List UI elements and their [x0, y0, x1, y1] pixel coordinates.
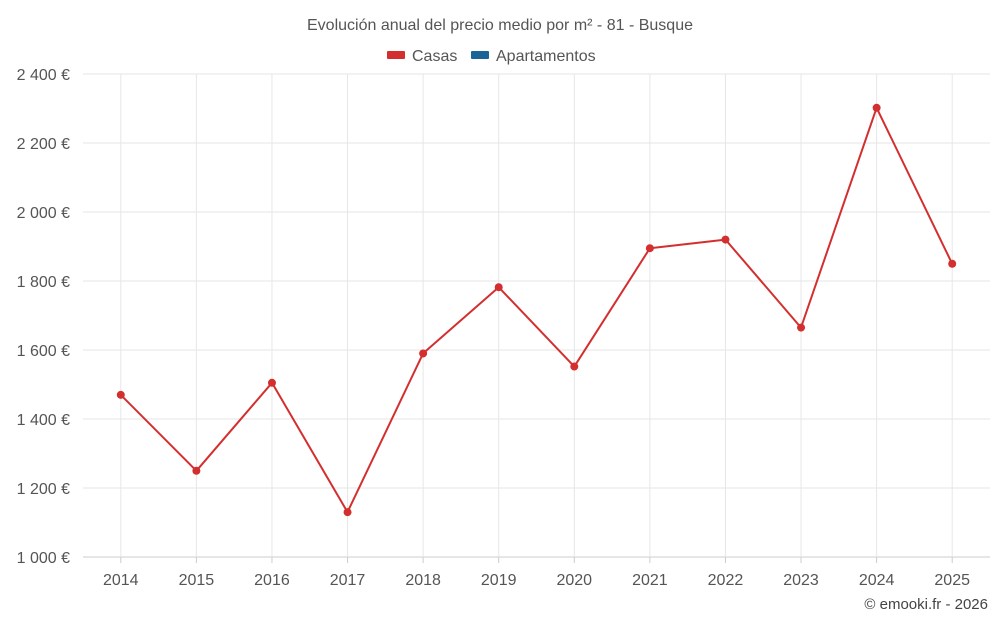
legend-item-casas[interactable]: Casas — [387, 48, 457, 65]
series-casas — [116, 103, 957, 517]
x-tick-label: 2024 — [859, 572, 895, 589]
data-point-2025[interactable] — [948, 259, 957, 268]
y-tick-label: 1 000 € — [17, 550, 70, 567]
y-gridlines — [83, 73, 990, 558]
y-axis: 1 000 € 1 200 € 1 400 € 1 600 € 1 800 € 2 000… — [17, 67, 70, 567]
data-point-2018[interactable] — [419, 349, 428, 358]
x-tick-label: 2022 — [708, 572, 744, 589]
legend-swatch-apartamentos — [471, 51, 489, 59]
x-tick-label: 2020 — [556, 572, 592, 589]
y-tick-label: 2 200 € — [17, 136, 70, 153]
data-point-2015[interactable] — [192, 466, 201, 475]
y-tick-label: 1 600 € — [17, 343, 70, 360]
legend: Casas Apartamentos — [387, 48, 596, 65]
x-tick-label: 2014 — [103, 572, 139, 589]
credit-text: © emooki.fr - 2026 — [864, 596, 988, 613]
y-tick-label: 2 000 € — [17, 205, 70, 222]
data-point-2014[interactable] — [116, 390, 125, 399]
chart-title: Evolución anual del precio medio por m² … — [307, 17, 693, 34]
y-tick-label: 1 800 € — [17, 274, 70, 291]
x-axis: 2014 2015 2016 2017 2018 2019 2020 2021 2022 2023… — [103, 572, 970, 589]
data-point-2020[interactable] — [570, 362, 579, 371]
x-tick-label: 2023 — [783, 572, 819, 589]
x-gridlines — [120, 74, 953, 563]
legend-label-casas: Casas — [412, 48, 457, 65]
x-tick-label: 2021 — [632, 572, 668, 589]
legend-label-apartamentos: Apartamentos — [496, 48, 596, 65]
legend-swatch-casas — [387, 51, 405, 59]
y-tick-label: 1 400 € — [17, 412, 70, 429]
x-tick-label: 2016 — [254, 572, 290, 589]
x-tick-label: 2019 — [481, 572, 517, 589]
y-tick-label: 1 200 € — [17, 481, 70, 498]
x-tick-label: 2015 — [179, 572, 215, 589]
x-tick-label: 2017 — [330, 572, 366, 589]
data-point-2022[interactable] — [721, 235, 730, 244]
data-point-2023[interactable] — [797, 323, 806, 332]
legend-item-apartamentos[interactable]: Apartamentos — [471, 48, 596, 65]
x-tick-label: 2018 — [405, 572, 441, 589]
series-line-casas — [120, 106, 954, 514]
data-point-2016[interactable] — [267, 378, 276, 387]
data-point-2024[interactable] — [872, 103, 881, 112]
y-tick-label: 2 400 € — [17, 67, 70, 84]
data-point-2017[interactable] — [343, 508, 352, 517]
data-point-2021[interactable] — [645, 244, 654, 253]
x-tick-label: 2025 — [934, 572, 970, 589]
data-point-2019[interactable] — [494, 283, 503, 292]
